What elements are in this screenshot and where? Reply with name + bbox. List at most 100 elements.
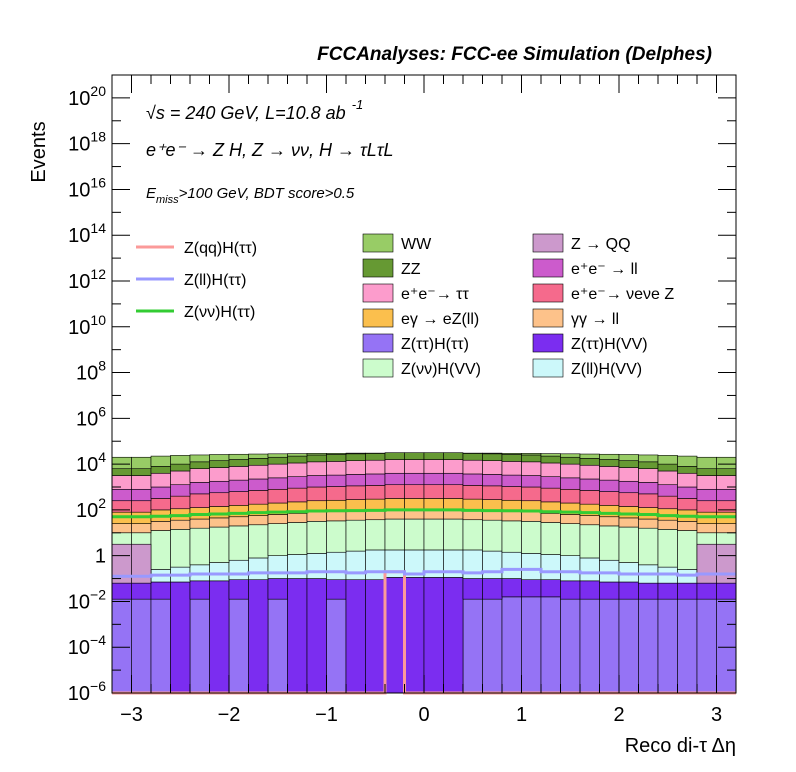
bar-7-4 [189,482,210,495]
bar-10-23 [560,453,581,458]
bar-1-0 [111,582,132,600]
bar-1-4 [189,580,210,600]
bar-9-19 [482,453,503,461]
bar-7-6 [228,479,249,492]
bar-8-28 [657,470,678,486]
bar-6-27 [638,493,659,508]
bar-5-6 [228,505,249,518]
bar-3-26 [618,526,639,563]
bar-10-29 [677,455,698,467]
bar-0-31 [716,598,737,694]
bar-3-22 [540,522,561,555]
bar-3-16 [423,518,444,551]
cut-annotation: Emiss>100 GeV, BDT score>0.5 [146,185,355,206]
bar-0-2 [150,598,171,694]
legend-fill-col1-label: eγ → eZ(ll) [401,311,479,328]
legend-fill-col2-label: e⁺e⁻ → ll [571,261,638,278]
legend-fill-col2-swatch [532,333,564,353]
bar-6-7 [248,490,269,505]
chart-header: FCCAnalyses: FCC-ee Simulation (Delphes) [317,44,712,65]
bar-6-16 [423,484,444,499]
bar-7-27 [638,482,659,495]
bar-6-19 [482,485,503,500]
x-tick-label: 2 [613,704,624,726]
bar-2-10 [306,553,327,579]
bar-2-23 [560,555,581,582]
bar-1-30 [696,582,717,600]
y-tick-label: 104 [76,449,106,476]
legend-fill-col1-label: e⁺e⁻→ ττ [401,286,469,303]
bar-4-18 [462,510,483,521]
bar-3-13 [365,519,386,551]
bar-9-6 [228,459,249,467]
bar-7-22 [540,476,561,489]
bar-3-23 [560,523,581,556]
bar-7-24 [579,478,600,491]
bar-7-16 [423,472,444,486]
bar-4-10 [306,511,327,522]
bar-10-2 [150,455,171,467]
bar-7-0 [111,488,132,502]
bar-8-7 [248,464,269,480]
bar-5-26 [618,506,639,519]
legend-fill-col1-label: ZZ [401,261,421,278]
bar-3-5 [209,526,230,563]
bar-3-21 [521,521,542,554]
bar-3-7 [248,524,269,559]
bar-6-0 [111,500,132,513]
bar-3-4 [189,527,210,566]
bar-4-1 [131,523,152,534]
x-tick-label: 1 [516,704,527,726]
bar-1-5 [209,580,230,694]
bar-0-29 [677,598,698,694]
bar-1-12 [345,579,366,694]
bar-9-22 [540,455,561,464]
bar-0-27 [638,598,659,694]
bar-2-8 [267,555,288,579]
bar-8-26 [618,467,639,482]
bar-0-26 [618,598,639,694]
bar-10-21 [521,453,542,456]
bar-9-26 [618,460,639,468]
bar-1-11 [326,579,347,600]
bar-1-18 [462,578,483,600]
bar-0-28 [657,598,678,694]
bar-3-2 [150,530,171,570]
bar-1-1 [131,582,152,600]
bar-6-13 [365,485,386,500]
bar-0-6 [228,598,249,694]
bar-9-1 [131,468,152,476]
bar-0-1 [131,598,152,694]
legend-fill-col1-label: WW [401,236,432,253]
zqq-bar-1 [131,543,152,584]
bar-1-17 [443,577,464,694]
bar-8-5 [209,467,230,482]
bar-1-14 [384,577,405,694]
bar-0-21 [521,596,542,694]
bar-6-30 [696,500,717,513]
bar-6-15 [404,484,425,499]
y-tick-label: 1014 [68,220,106,247]
bar-7-10 [306,475,327,488]
bar-3-17 [443,518,464,551]
bar-8-29 [677,472,698,488]
bar-1-15 [404,577,425,694]
legend-fill-col2-swatch [532,358,564,378]
bar-6-23 [560,488,581,504]
bar-0-8 [267,598,288,694]
bar-10-20 [501,453,522,455]
bar-8-2 [150,472,171,488]
bar-9-20 [501,454,522,462]
bar-8-10 [306,461,327,476]
bar-6-20 [501,486,522,501]
legend-fill-col2-label: γγ → ll [571,311,619,328]
y-tick-label: 108 [76,358,106,385]
bar-7-31 [716,488,737,502]
x-tick-label: −2 [218,704,241,726]
bar-1-6 [228,579,249,600]
bar-4-8 [267,514,288,524]
bar-0-0 [111,598,132,694]
bar-6-29 [677,498,698,511]
bar-8-14 [384,459,405,474]
